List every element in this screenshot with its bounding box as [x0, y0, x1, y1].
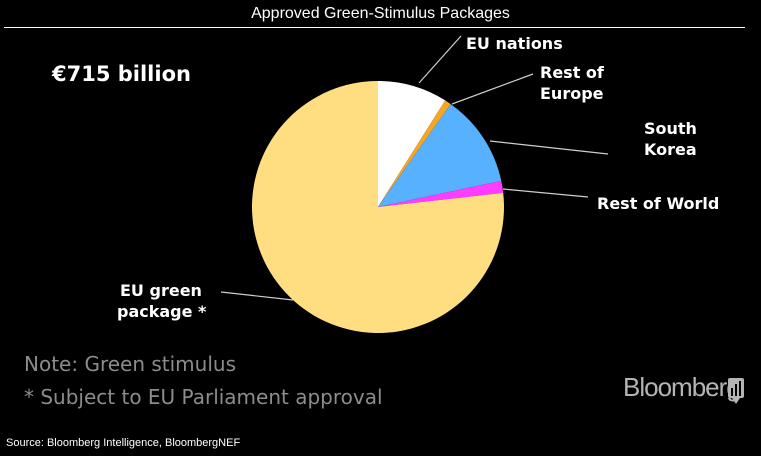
bar-chart-icon — [728, 378, 744, 404]
slice-label: EU nations — [466, 34, 563, 53]
slice-label: package * — [117, 302, 207, 321]
pie-slice — [378, 100, 451, 207]
slice-label: EU green — [120, 281, 202, 300]
slice-label: South — [644, 119, 697, 138]
leader-line — [451, 73, 534, 105]
total-amount: €715 billion — [52, 62, 191, 86]
note-line: Note: Green stimulus — [24, 352, 236, 376]
leader-line — [220, 291, 294, 301]
slice-label: Europe — [540, 84, 604, 103]
title-rule — [4, 27, 745, 28]
leader-line — [502, 188, 589, 198]
bloomberg-logo: Bloomberg — [623, 372, 741, 402]
slice-label: Korea — [644, 140, 697, 159]
slice-label: Rest of World — [597, 194, 719, 213]
pie-slice — [378, 81, 446, 207]
pie-slice — [378, 104, 502, 207]
chart-title: Approved Green-Stimulus Packages — [251, 5, 510, 22]
pie-slice — [252, 81, 504, 333]
slice-label: Rest of — [540, 63, 605, 82]
leader-line — [489, 140, 609, 155]
leader-line — [418, 35, 462, 84]
source-note: Source: Bloomberg Intelligence, Bloomber… — [6, 437, 241, 449]
pie-slice — [378, 180, 504, 207]
note-footnote: * Subject to EU Parliament approval — [24, 385, 383, 409]
